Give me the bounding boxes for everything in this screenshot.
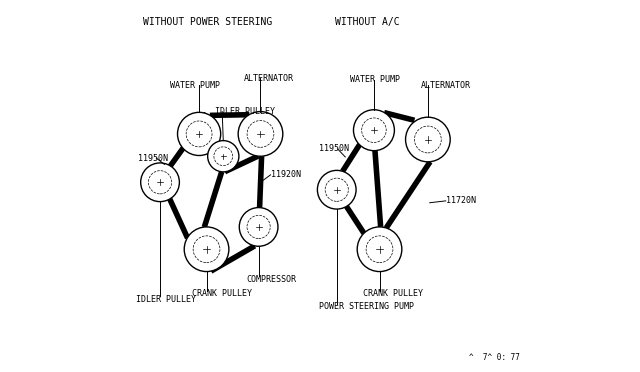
Text: IDLER PULLEY: IDLER PULLEY <box>215 107 275 116</box>
Circle shape <box>238 112 283 156</box>
Text: 11950N: 11950N <box>138 154 168 163</box>
Circle shape <box>184 227 229 272</box>
Circle shape <box>239 208 278 246</box>
Text: 11920N: 11920N <box>271 170 301 179</box>
Text: WATER PUMP: WATER PUMP <box>170 81 220 90</box>
Text: COMPRESSOR: COMPRESSOR <box>246 275 297 283</box>
Text: 11720N: 11720N <box>447 196 476 205</box>
Text: WATER PUMP: WATER PUMP <box>349 76 400 84</box>
Circle shape <box>317 170 356 209</box>
Text: CRANK PULLEY: CRANK PULLEY <box>363 289 423 298</box>
Circle shape <box>207 141 239 172</box>
Text: WITHOUT A/C: WITHOUT A/C <box>335 17 399 27</box>
Text: ^  7^ 0: 77: ^ 7^ 0: 77 <box>468 353 520 362</box>
Circle shape <box>357 227 402 272</box>
Circle shape <box>353 110 394 151</box>
Circle shape <box>406 117 450 162</box>
Text: CRANK PULLEY: CRANK PULLEY <box>191 289 252 298</box>
Text: WITHOUT POWER STEERING: WITHOUT POWER STEERING <box>143 17 273 27</box>
Circle shape <box>177 112 221 155</box>
Text: ALTERNATOR: ALTERNATOR <box>244 74 294 83</box>
Text: IDLER PULLEY: IDLER PULLEY <box>136 295 196 304</box>
Circle shape <box>141 163 179 202</box>
Text: 11950N: 11950N <box>319 144 349 153</box>
Text: ALTERNATOR: ALTERNATOR <box>420 81 470 90</box>
Text: POWER STEERING PUMP: POWER STEERING PUMP <box>319 302 414 311</box>
